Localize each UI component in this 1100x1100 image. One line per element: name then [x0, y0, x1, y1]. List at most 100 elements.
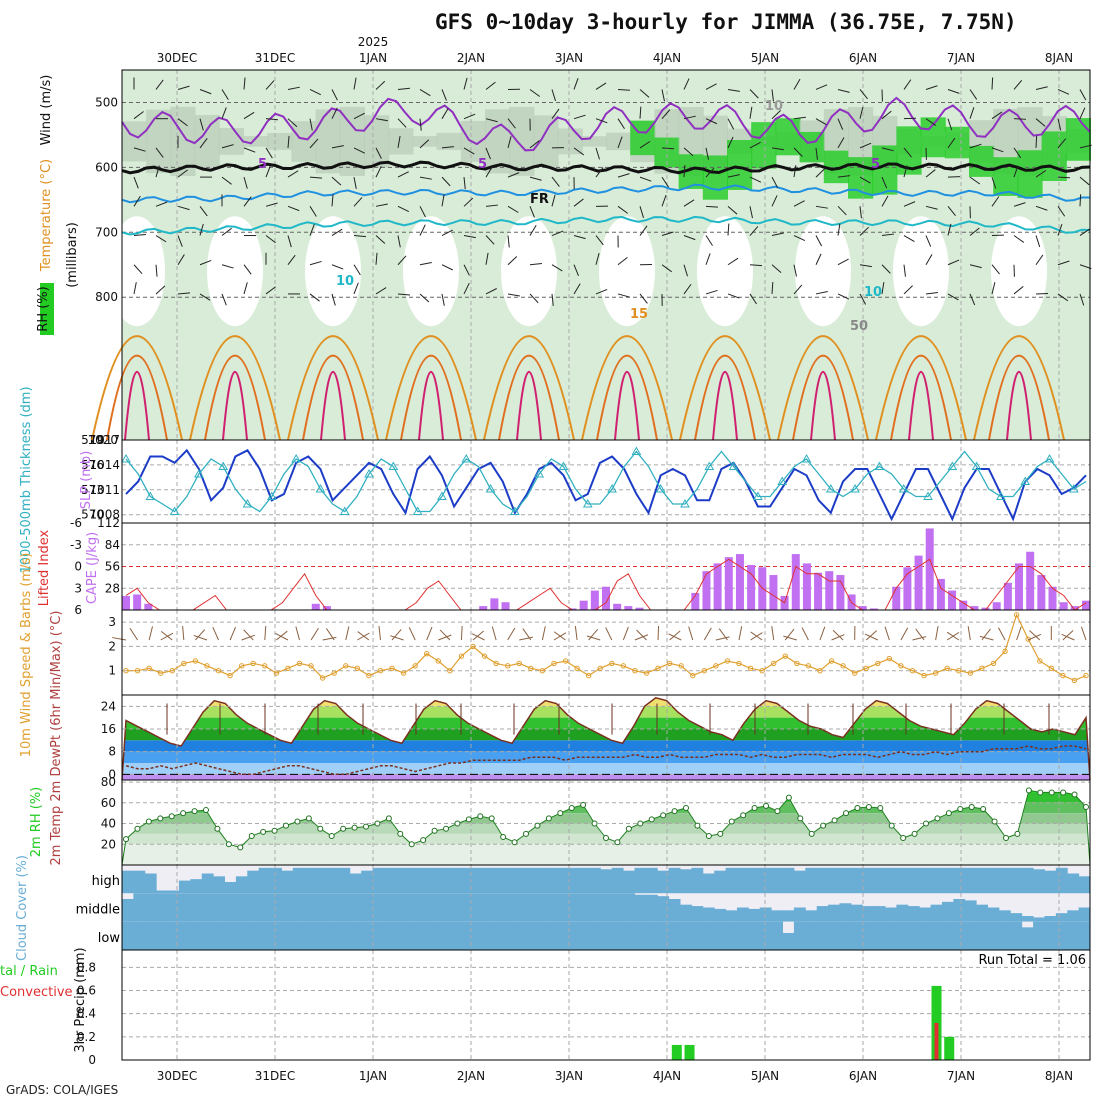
wind-barb — [771, 147, 784, 151]
wind-barb — [507, 256, 518, 266]
cape-bar — [635, 607, 644, 610]
wind-speed-marker — [366, 672, 372, 679]
cloud-bar — [213, 876, 225, 894]
rh-band — [122, 792, 1090, 803]
cloud-bar — [315, 893, 328, 922]
thickness-tick: 579 — [81, 433, 104, 447]
cloud-bar — [167, 921, 180, 950]
precip-convective-bar — [934, 1022, 939, 1060]
wind-barb — [969, 227, 980, 236]
cloud-bar — [361, 921, 374, 950]
bottom-date-label: 5JAN — [751, 1069, 779, 1083]
wind-speed-marker — [782, 653, 788, 659]
dry-region — [991, 216, 1047, 327]
cloud-bar — [816, 921, 829, 950]
cloud-bar — [748, 921, 761, 950]
wind-barb — [639, 176, 652, 182]
wind-barb — [397, 87, 410, 90]
wind-barb — [815, 168, 825, 178]
wind-speed-marker — [319, 675, 326, 681]
cloud-bar — [395, 893, 408, 922]
temp-band — [122, 763, 1090, 775]
cloud-bar — [953, 899, 966, 922]
cloud-bar — [406, 893, 419, 922]
wind-barb — [133, 264, 143, 274]
wind-barb — [859, 226, 869, 236]
wind-barb — [265, 80, 275, 90]
temp-band — [122, 697, 1090, 707]
li-tick: 6 — [74, 603, 82, 617]
rh-marker — [865, 803, 872, 810]
top-date-label: 8JAN — [1045, 51, 1073, 65]
cloud-bar — [691, 867, 704, 894]
cloud-bar — [1021, 927, 1034, 950]
isotherm-25 — [124, 370, 150, 441]
wind-barb — [947, 206, 956, 216]
wind-barb — [1013, 165, 1019, 178]
cloud-bar — [657, 870, 670, 894]
cloud-bar — [828, 921, 840, 950]
wind-barb — [639, 89, 650, 98]
wind-barb — [815, 147, 818, 160]
wind-barb — [529, 262, 542, 266]
rh-shade — [243, 136, 269, 147]
rh-shade — [218, 128, 244, 155]
cloud-bar — [1010, 913, 1023, 922]
wind-barb — [353, 147, 366, 154]
surface-wind-barb — [345, 626, 350, 641]
rh-marker — [180, 810, 187, 817]
wind-barb — [243, 264, 252, 275]
cape-bar — [747, 564, 756, 610]
wind-barb — [419, 118, 422, 131]
rh-marker — [774, 808, 781, 815]
temp-band — [122, 740, 1090, 752]
wind-barb — [485, 288, 497, 295]
cloud-bar — [281, 893, 294, 922]
cloud-bar — [577, 893, 590, 922]
rh-marker — [477, 813, 484, 820]
wind-barb — [573, 283, 581, 295]
isotherm-20 — [988, 354, 1050, 441]
wind-barb — [683, 264, 688, 277]
cape-bar — [1003, 582, 1012, 610]
wind-barb — [551, 194, 556, 207]
cloud-bar — [919, 907, 932, 922]
wind-barb — [1035, 135, 1038, 148]
wind-barb — [507, 205, 519, 213]
wind-barb — [617, 88, 631, 91]
wind-speed-marker — [620, 663, 627, 669]
wind-barb — [199, 293, 211, 301]
isotherm-15 — [91, 335, 183, 441]
rh-marker — [203, 807, 209, 814]
top-date-label: 2JAN — [457, 51, 485, 65]
wind-speed-marker — [504, 663, 511, 669]
li-tick: -3 — [70, 538, 82, 552]
rh-green-shade — [1017, 150, 1043, 198]
wind-barb — [683, 165, 686, 178]
cloud-level-label: high — [92, 874, 120, 889]
wind-barb — [309, 293, 320, 302]
wind-barb — [881, 110, 892, 120]
wind-barb — [133, 195, 141, 207]
wind-barb — [705, 83, 717, 90]
cape-bar — [981, 607, 990, 610]
wind-barb — [661, 231, 674, 237]
wind-barb — [573, 264, 579, 277]
thickness-marker — [218, 461, 229, 470]
cloud-bar — [167, 893, 180, 922]
cloud-bar — [270, 921, 282, 950]
rh-marker — [145, 818, 152, 825]
wind-barb — [683, 283, 692, 295]
cloud-bar — [702, 921, 715, 950]
wind-barb — [749, 89, 759, 99]
wind-barb — [859, 106, 864, 119]
slp-tick: 1011 — [89, 483, 120, 497]
wind-barb — [925, 291, 938, 295]
surface-wind-barb — [946, 631, 960, 641]
rh-marker — [820, 822, 827, 829]
wind-speed-marker — [481, 653, 488, 659]
cape-bar — [948, 590, 957, 610]
wind-barb — [705, 205, 719, 208]
surface-wind-barb — [264, 625, 267, 641]
surface-wind-barb — [522, 628, 532, 641]
